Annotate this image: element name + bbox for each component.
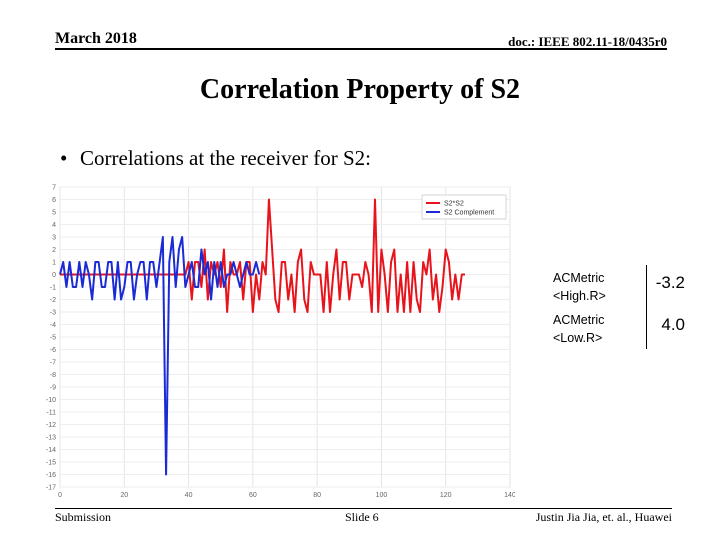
slide-title: Correlation Property of S2 bbox=[199, 74, 521, 105]
metric-label-line2: <Low.R> bbox=[553, 331, 603, 345]
y-tick-label: -3 bbox=[50, 310, 56, 317]
bullet-text: Correlations at the receiver for S2: bbox=[80, 146, 371, 170]
footer-divider bbox=[55, 508, 672, 509]
y-tick-label: -9 bbox=[50, 385, 56, 392]
metric-divider bbox=[646, 307, 647, 349]
header-divider bbox=[55, 48, 667, 50]
y-tick-label: 4 bbox=[52, 222, 56, 229]
y-tick-label: -17 bbox=[46, 485, 56, 492]
metric-row-high: ACMetric <High.R> -3.2 bbox=[545, 265, 695, 307]
y-tick-label: -11 bbox=[46, 410, 56, 417]
footer-submission: Submission bbox=[55, 510, 112, 524]
legend-label: S2*S2 bbox=[444, 201, 464, 208]
y-tick-label: -7 bbox=[50, 360, 56, 367]
y-tick-label: 0 bbox=[52, 272, 56, 279]
x-tick-label: 60 bbox=[249, 492, 257, 499]
metric-divider bbox=[646, 265, 647, 307]
footer-author: Justin Jia Jia, et. al., Huawei bbox=[535, 510, 672, 524]
y-tick-label: 5 bbox=[52, 210, 56, 217]
x-tick-label: 100 bbox=[376, 492, 388, 499]
legend-label: S2 Complement bbox=[444, 210, 494, 217]
y-tick-label: -4 bbox=[50, 322, 56, 329]
y-tick-label: -1 bbox=[50, 285, 56, 292]
y-tick-label: 3 bbox=[52, 235, 56, 242]
correlation-chart: 7 6 5 4 3 2 1 0 -1 -2 -3 -4 -5 -6 -7 -8 -9 -10 -11 -12 -13 -1… bbox=[46, 185, 516, 500]
y-tick-label: 7 bbox=[52, 185, 56, 192]
x-tick-label: 40 bbox=[185, 492, 193, 499]
y-tick-label: 2 bbox=[52, 247, 56, 254]
y-tick-label: -8 bbox=[50, 372, 56, 379]
legend-box bbox=[421, 194, 507, 220]
y-tick-label: -10 bbox=[46, 397, 56, 404]
metric-label-line1: ACMetric bbox=[553, 271, 605, 285]
metric-row-low: ACMetric <Low.R> 4.0 bbox=[545, 307, 695, 349]
bullet-icon: • bbox=[60, 146, 68, 170]
metric-label: ACMetric <High.R> bbox=[553, 269, 606, 305]
y-tick-label: -2 bbox=[50, 297, 56, 304]
y-tick-label: -15 bbox=[46, 460, 56, 467]
y-tick-label: -12 bbox=[46, 422, 56, 429]
y-tick-label: -5 bbox=[50, 335, 56, 342]
y-tick-label: -14 bbox=[46, 447, 56, 454]
y-tick-label: -13 bbox=[46, 435, 56, 442]
metric-label-line1: ACMetric bbox=[553, 313, 605, 327]
bullet-item: • Correlations at the receiver for S2: bbox=[60, 146, 371, 171]
y-tick-label: 6 bbox=[52, 197, 56, 204]
x-tick-label: 120 bbox=[440, 492, 452, 499]
x-tick-label: 0 bbox=[58, 492, 62, 499]
footer-slide-number: Slide 6 bbox=[345, 510, 379, 524]
y-tick-label: -16 bbox=[46, 472, 56, 479]
header-date: March 2018 bbox=[55, 30, 137, 47]
x-tick-label: 20 bbox=[120, 492, 128, 499]
header-doc-id: doc.: IEEE 802.11-18/0435r0 bbox=[508, 34, 667, 49]
series-line-s2-s2 bbox=[60, 198, 465, 313]
metric-value: 4.0 bbox=[661, 315, 685, 334]
x-tick-label: 140 bbox=[504, 492, 515, 499]
metric-label: ACMetric <Low.R> bbox=[553, 311, 604, 347]
y-tick-label: -6 bbox=[50, 347, 56, 354]
x-tick-label: 80 bbox=[313, 492, 321, 499]
series-line-s2-complement bbox=[59, 236, 261, 476]
y-tick-label: 1 bbox=[52, 260, 56, 267]
metric-label-line2: <High.R> bbox=[553, 289, 606, 303]
correlation-chart-container: 7 6 5 4 3 2 1 0 -1 -2 -3 -4 -5 -6 -7 -8 -9 -10 -11 -12 -13 -1… bbox=[30, 180, 516, 505]
metric-value: -3.2 bbox=[655, 273, 685, 292]
